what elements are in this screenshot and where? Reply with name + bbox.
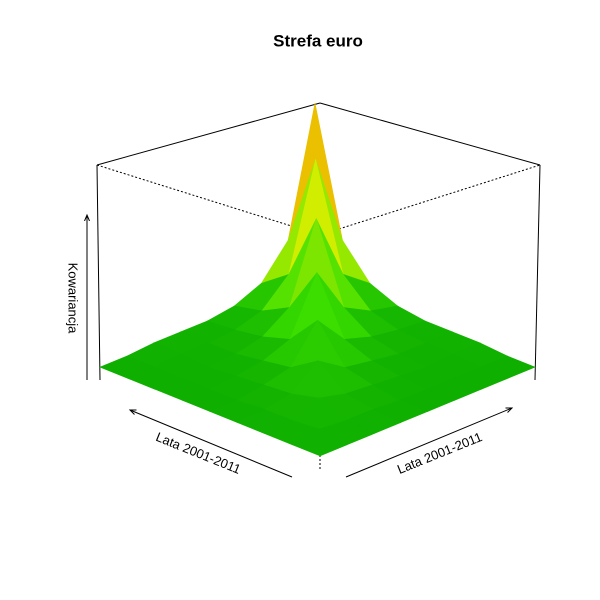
box-edge (319, 102, 541, 166)
box-edge (96, 164, 321, 236)
box-edge (319, 164, 541, 236)
y-axis-label: Lata 2001-2011 (395, 429, 484, 477)
surface-cell (291, 428, 348, 457)
z-axis-label: Kowariancja (66, 263, 81, 335)
box-edge (96, 102, 321, 166)
chart-title: Strefa euro (273, 31, 363, 50)
x-axis-arrow (130, 410, 293, 478)
y-axis-arrow (345, 408, 512, 478)
x-axis-label: Lata 2001-2011 (154, 429, 243, 477)
box-edge (96, 164, 101, 381)
box-edge (534, 164, 541, 381)
surface (99, 102, 536, 457)
